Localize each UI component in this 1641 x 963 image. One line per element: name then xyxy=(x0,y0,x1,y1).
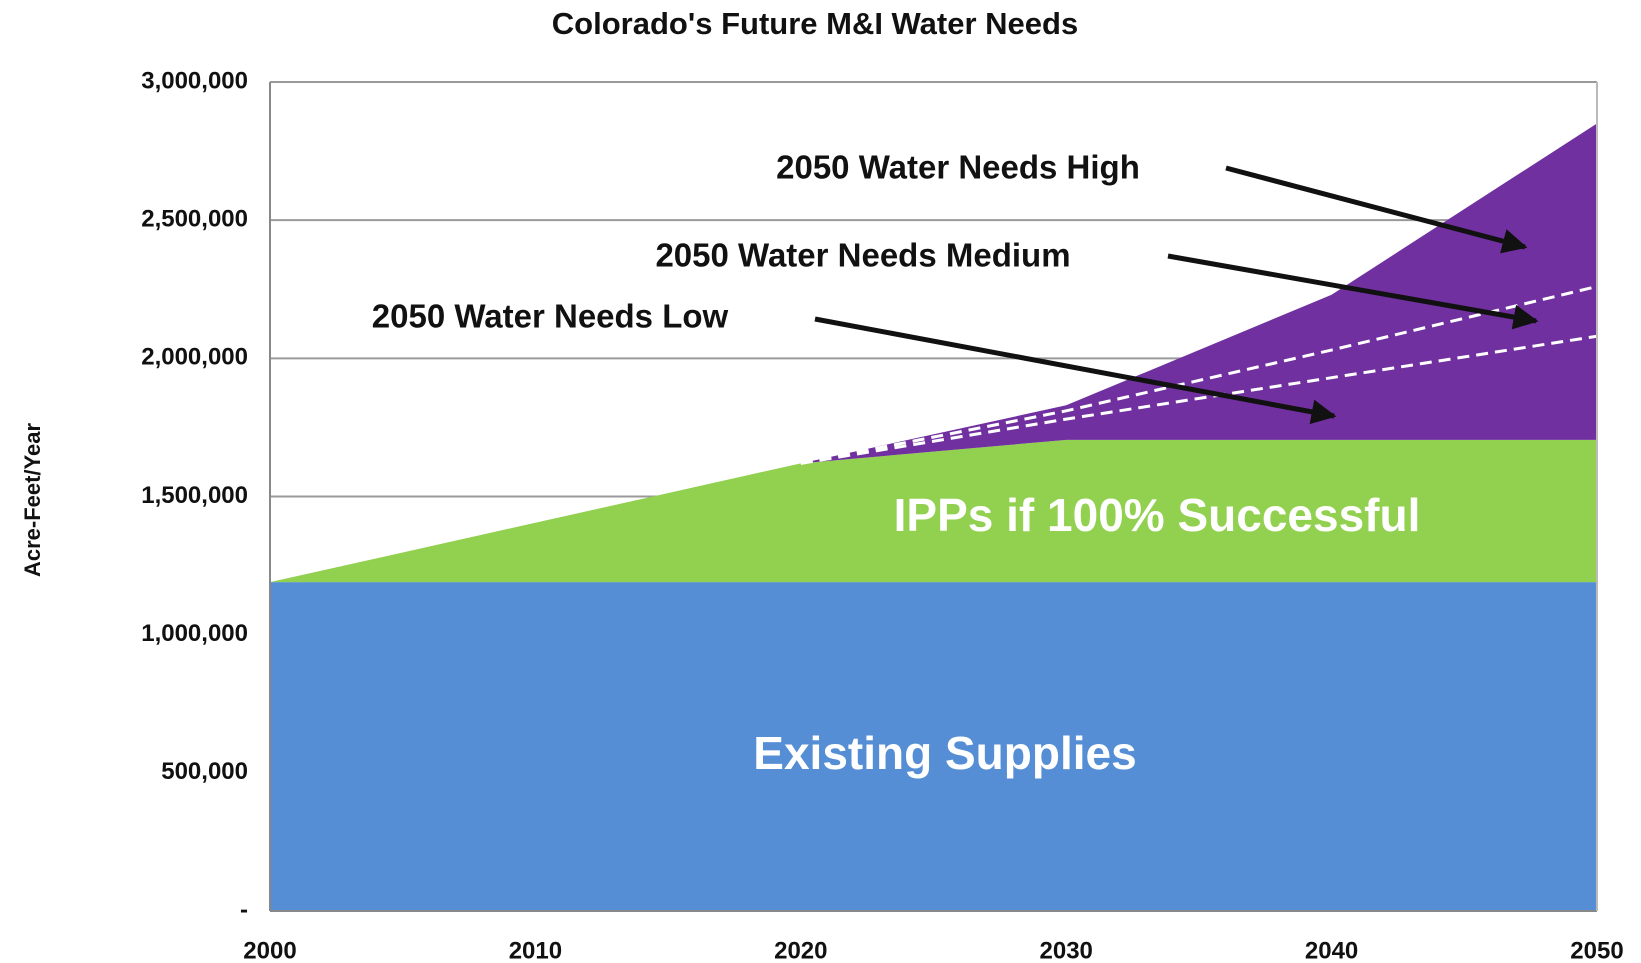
y-tick-label: 2,500,000 xyxy=(141,206,248,233)
arrow xyxy=(814,316,1337,425)
plot-area: - 500,000 1,000,000 1,500,000 2,000,000 2,500… xyxy=(141,67,1623,963)
x-tick-label: 2040 xyxy=(1305,937,1358,963)
x-tick-label: 2020 xyxy=(774,937,827,963)
y-tick-label: 1,500,000 xyxy=(141,482,248,509)
y-tick-label: 2,000,000 xyxy=(141,344,248,371)
y-tick-label: 3,000,000 xyxy=(141,67,248,94)
arrow xyxy=(1225,165,1528,254)
line xyxy=(800,285,1598,465)
y-tick-label: 500,000 xyxy=(161,758,248,785)
x-tick-label: 2000 xyxy=(243,937,296,963)
chart-title: Colorado's Future M&I Water Needs xyxy=(552,6,1078,41)
arrow xyxy=(1167,253,1539,330)
y-tick-label: - xyxy=(240,896,248,923)
annotations: 2050 Water Needs High 2050 Water Needs M… xyxy=(372,149,1539,779)
x-tick-label: 2030 xyxy=(1040,937,1093,963)
x-tick-label: 2050 xyxy=(1570,937,1623,963)
area-label: IPPs if 100% Successful xyxy=(894,489,1421,541)
y-axis-label: Acre-Feet/Year xyxy=(20,423,45,578)
area xyxy=(270,439,1597,583)
y-tick-label: 1,000,000 xyxy=(141,620,248,647)
area xyxy=(270,123,1597,583)
area xyxy=(270,582,1597,911)
line xyxy=(800,334,1598,465)
area-label: Existing Supplies xyxy=(753,727,1136,779)
annotation: 2050 Water Needs Low xyxy=(372,298,729,335)
annotation: 2050 Water Needs High xyxy=(776,149,1140,186)
x-tick-label: 2010 xyxy=(509,937,562,963)
annotation: 2050 Water Needs Medium xyxy=(655,237,1070,274)
